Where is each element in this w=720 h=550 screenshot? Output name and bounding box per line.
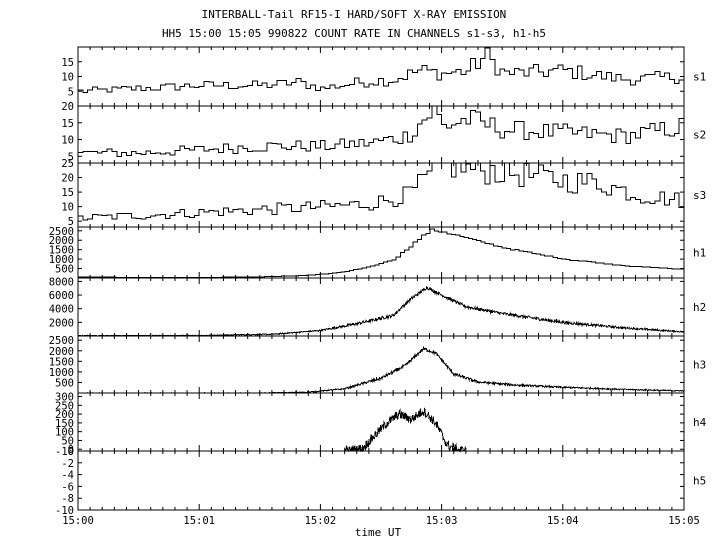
panels: 51015s15101520s2510152025s35001000150020… bbox=[49, 46, 707, 527]
y-tick-label: 500 bbox=[55, 377, 74, 389]
y-tick-label: 1500 bbox=[49, 245, 74, 257]
y-tick-label: 2000 bbox=[49, 346, 74, 358]
x-tick-label: 15:03 bbox=[426, 515, 458, 527]
y-tick-label: 50 bbox=[61, 435, 74, 447]
x-tick-label: 15:02 bbox=[305, 515, 337, 527]
panel-label-h2: h2 bbox=[693, 301, 706, 314]
y-tick-label: 2000 bbox=[49, 235, 74, 247]
x-tick-label: 15:01 bbox=[183, 515, 215, 527]
y-tick-label: 25 bbox=[61, 158, 74, 170]
x-tick-label: 15:05 bbox=[668, 515, 700, 527]
y-tick-label: 0 bbox=[68, 444, 74, 456]
chart-subtitle: HH5 15:00 15:05 990822 COUNT RATE IN CHA… bbox=[162, 27, 546, 40]
y-tick-label: 10 bbox=[61, 202, 74, 214]
y-tick-label: 8000 bbox=[49, 276, 74, 288]
y-tick-label: 0 bbox=[68, 446, 74, 458]
panel-label-s1: s1 bbox=[693, 71, 706, 84]
y-tick-label: -4 bbox=[61, 470, 74, 482]
x-tick-label: 15:00 bbox=[62, 515, 94, 527]
y-tick-label: -6 bbox=[61, 481, 74, 493]
panel-label-s2: s2 bbox=[693, 129, 706, 142]
y-tick-label: 2500 bbox=[49, 335, 74, 347]
x-axis-label: time UT bbox=[355, 526, 402, 539]
y-tick-label: -2 bbox=[61, 458, 74, 470]
y-tick-label: 2500 bbox=[49, 226, 74, 238]
y-tick-label: 6000 bbox=[49, 290, 74, 302]
y-tick-label: 10 bbox=[61, 72, 74, 84]
panel-frame bbox=[77, 450, 685, 511]
y-tick-label: 15 bbox=[61, 57, 74, 69]
panel-frame bbox=[77, 46, 685, 107]
panel-label-s3: s3 bbox=[693, 189, 706, 202]
y-tick-label: 250 bbox=[55, 400, 74, 412]
y-tick-label: 10 bbox=[61, 135, 74, 147]
y-tick-label: 100 bbox=[55, 427, 74, 439]
series-h3 bbox=[78, 345, 685, 394]
series-s2 bbox=[78, 105, 684, 157]
panel-frame bbox=[77, 162, 685, 228]
series-h4 bbox=[344, 407, 466, 453]
y-tick-label: 200 bbox=[55, 409, 74, 421]
y-tick-label: 15 bbox=[61, 187, 74, 199]
y-tick-label: 2000 bbox=[49, 317, 74, 329]
x-tick-label: 15:04 bbox=[547, 515, 579, 527]
y-tick-label: 15 bbox=[61, 118, 74, 130]
panel-s1: 5 10 15 s1 bbox=[61, 46, 706, 107]
y-tick-label: 5 bbox=[68, 151, 74, 163]
panel-label-h5: h5 bbox=[693, 475, 706, 488]
y-tick-label: 300 bbox=[55, 392, 74, 404]
panel-frame bbox=[77, 105, 685, 164]
y-tick-label: -8 bbox=[61, 493, 74, 505]
y-tick-label: 5 bbox=[68, 216, 74, 228]
y-tick-label: 150 bbox=[55, 418, 74, 430]
panel-frame bbox=[77, 392, 685, 452]
panel-s2: 5 10 15 20 s2 bbox=[61, 101, 706, 164]
y-tick-label: 5 bbox=[68, 86, 74, 98]
chart-title: INTERBALL-Tail RF15-I HARD/SOFT X-RAY EM… bbox=[202, 8, 507, 21]
y-tick-label: 20 bbox=[61, 173, 74, 185]
panel-label-h1: h1 bbox=[693, 247, 706, 260]
y-tick-label: 1500 bbox=[49, 356, 74, 368]
series-s3 bbox=[78, 162, 684, 221]
y-tick-label: 1000 bbox=[49, 254, 74, 266]
panel-frame bbox=[77, 277, 685, 337]
panel-label-h4: h4 bbox=[693, 416, 707, 429]
y-tick-label: -10 bbox=[55, 505, 74, 517]
panel-frame bbox=[77, 335, 685, 394]
series-s1 bbox=[78, 47, 684, 93]
y-tick-label: -10 bbox=[55, 446, 74, 458]
series-h2 bbox=[77, 285, 685, 337]
panel-label-h3: h3 bbox=[693, 359, 706, 372]
y-tick-label: 1000 bbox=[49, 367, 74, 379]
panel-s3: 5 10 15 20 25 s3 bbox=[61, 158, 706, 228]
y-tick-label: 4000 bbox=[49, 304, 74, 316]
panel-frame bbox=[77, 226, 685, 279]
y-tick-label: 500 bbox=[55, 264, 74, 276]
y-tick-label: 20 bbox=[61, 101, 74, 113]
series-h1 bbox=[78, 228, 684, 278]
